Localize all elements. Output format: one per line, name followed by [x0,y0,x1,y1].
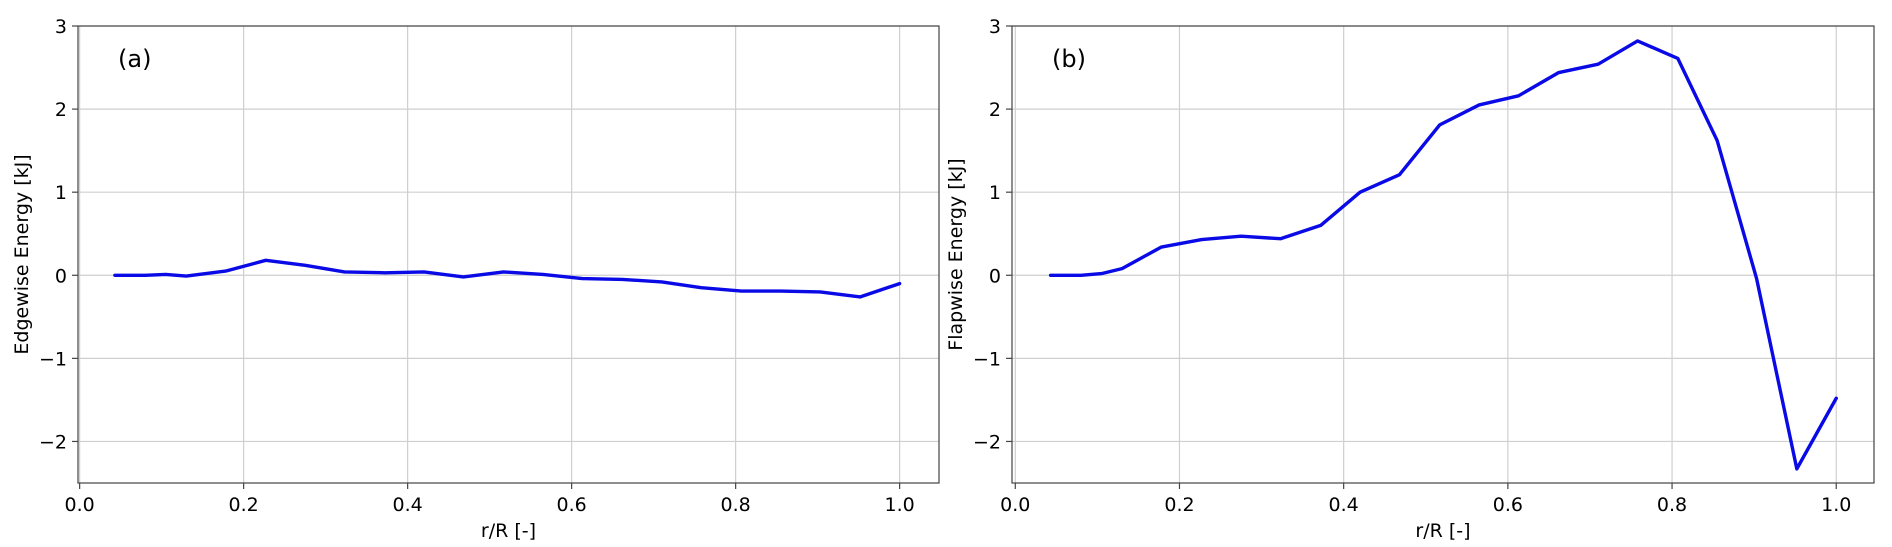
panel-a: 0.0 0.2 0.4 0.6 0.8 1.0 −2 −1 0 1 2 3 r/R [-] Edgewis… [11,16,940,542]
y-tick-label: 0 [55,265,67,287]
y-tick-label: −2 [973,431,1001,453]
y-tick-label: 0 [989,265,1001,287]
y-axis-label: Edgewise Energy [kJ] [11,154,33,354]
x-tick-label: 0.0 [65,494,95,516]
y-tick-label: −1 [39,348,67,370]
series-line [1048,39,1838,471]
plot-frame [77,25,940,484]
panel-label: (a) [118,45,151,73]
x-tick-label: 1.0 [885,494,915,516]
x-axis-label: r/R [-] [1415,520,1470,542]
y-tick-label: 2 [55,99,67,121]
x-tick-label: 0.2 [1164,494,1194,516]
y-tick-label: 1 [55,182,67,204]
x-axis-label: r/R [-] [481,520,536,542]
x-tick-label: 0.6 [1493,494,1523,516]
x-tick-label: 0.0 [1000,494,1030,516]
plot-frame [1011,25,1875,484]
y-tick-label: 3 [989,16,1001,38]
x-tick-label: 0.8 [721,494,751,516]
y-tick-label: −1 [973,348,1001,370]
x-tick-label: 0.8 [1657,494,1687,516]
x-tick-label: 0.4 [1329,494,1359,516]
x-tick-label: 0.6 [557,494,587,516]
x-tick-label: 1.0 [1821,494,1851,516]
panel-b: 0.0 0.2 0.4 0.6 0.8 1.0 −2 −1 0 1 2 3 r/R [-] Flapwis… [945,16,1875,542]
y-tick-label: 1 [989,182,1001,204]
panel-label: (b) [1052,45,1086,73]
x-tick-label: 0.4 [393,494,423,516]
y-axis-label: Flapwise Energy [kJ] [945,158,967,350]
y-tick-label: 2 [989,99,1001,121]
x-tick-label: 0.2 [229,494,259,516]
y-tick-label: −2 [39,431,67,453]
y-tick-label: 3 [55,16,67,38]
series-line [113,258,902,299]
